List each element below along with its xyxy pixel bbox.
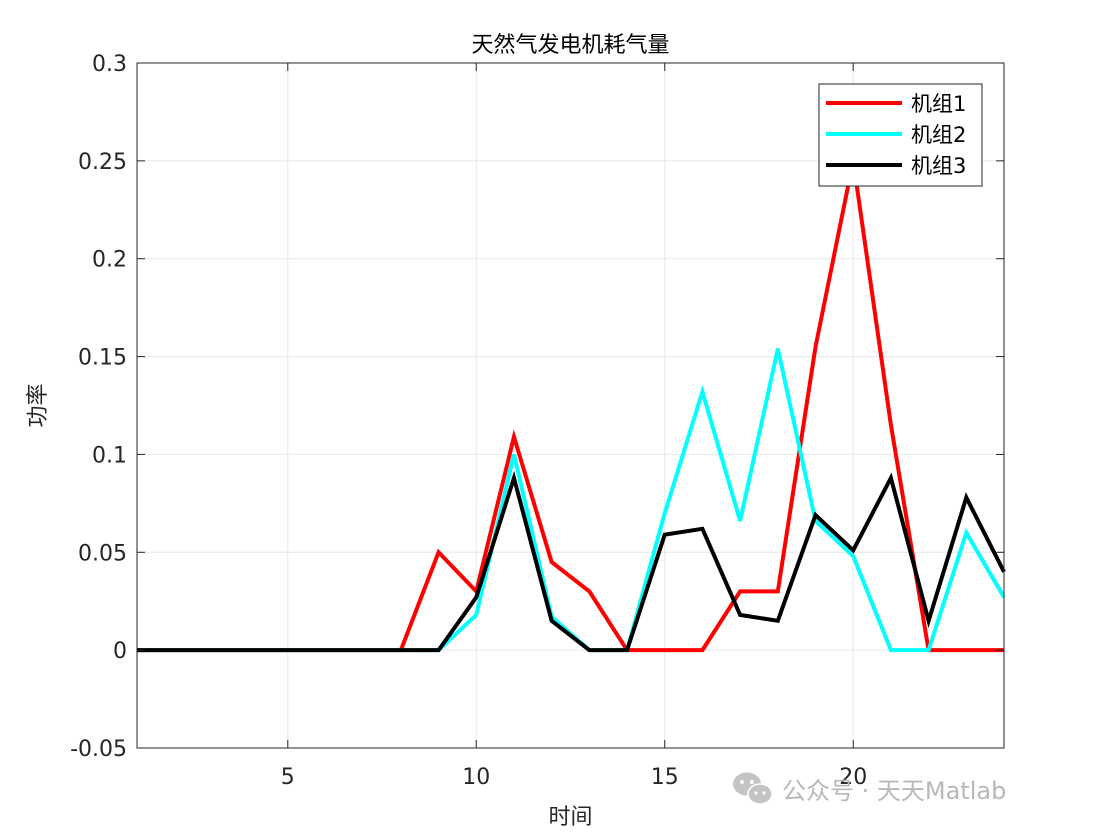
y-tick-label-6: 0.25 bbox=[78, 150, 127, 175]
x-tick-label-0: 5 bbox=[281, 765, 295, 790]
wechat-icon bbox=[733, 772, 773, 805]
axis-ticks: 5 10 15 20 -0.05 0 0.05 0.1 0.15 0.2 0.25 0.3 bbox=[70, 52, 1004, 790]
x-tick-label-2: 15 bbox=[651, 765, 679, 790]
y-tick-label-5: 0.2 bbox=[92, 248, 127, 273]
y-tick-label-0: -0.05 bbox=[70, 737, 127, 762]
x-tick-label-3: 20 bbox=[839, 765, 867, 790]
plot-border bbox=[136, 62, 1005, 749]
watermark: 公众号 · 天天Matlab bbox=[733, 772, 1006, 805]
chart-title: 天然气发电机耗气量 bbox=[471, 33, 669, 58]
y-axis-label: 功率 bbox=[26, 383, 51, 427]
y-tick-label-1: 0 bbox=[113, 639, 127, 664]
legend-label-2: 机组2 bbox=[911, 123, 966, 147]
x-axis-label: 时间 bbox=[548, 805, 592, 830]
series-lines bbox=[137, 160, 1006, 653]
series-line-3 bbox=[137, 470, 1006, 653]
y-tick-label-2: 0.05 bbox=[78, 541, 127, 566]
watermark-text: 公众号 · 天天Matlab bbox=[782, 777, 1006, 805]
legend: 机组1 机组2 机组3 bbox=[818, 83, 983, 187]
y-tick-label-4: 0.15 bbox=[78, 346, 127, 371]
y-tick-label-3: 0.1 bbox=[92, 443, 127, 468]
x-tick-label-1: 10 bbox=[462, 765, 490, 790]
y-tick-label-7: 0.3 bbox=[92, 52, 127, 77]
legend-label-1: 机组1 bbox=[911, 92, 966, 116]
legend-label-3: 机组3 bbox=[911, 154, 966, 178]
